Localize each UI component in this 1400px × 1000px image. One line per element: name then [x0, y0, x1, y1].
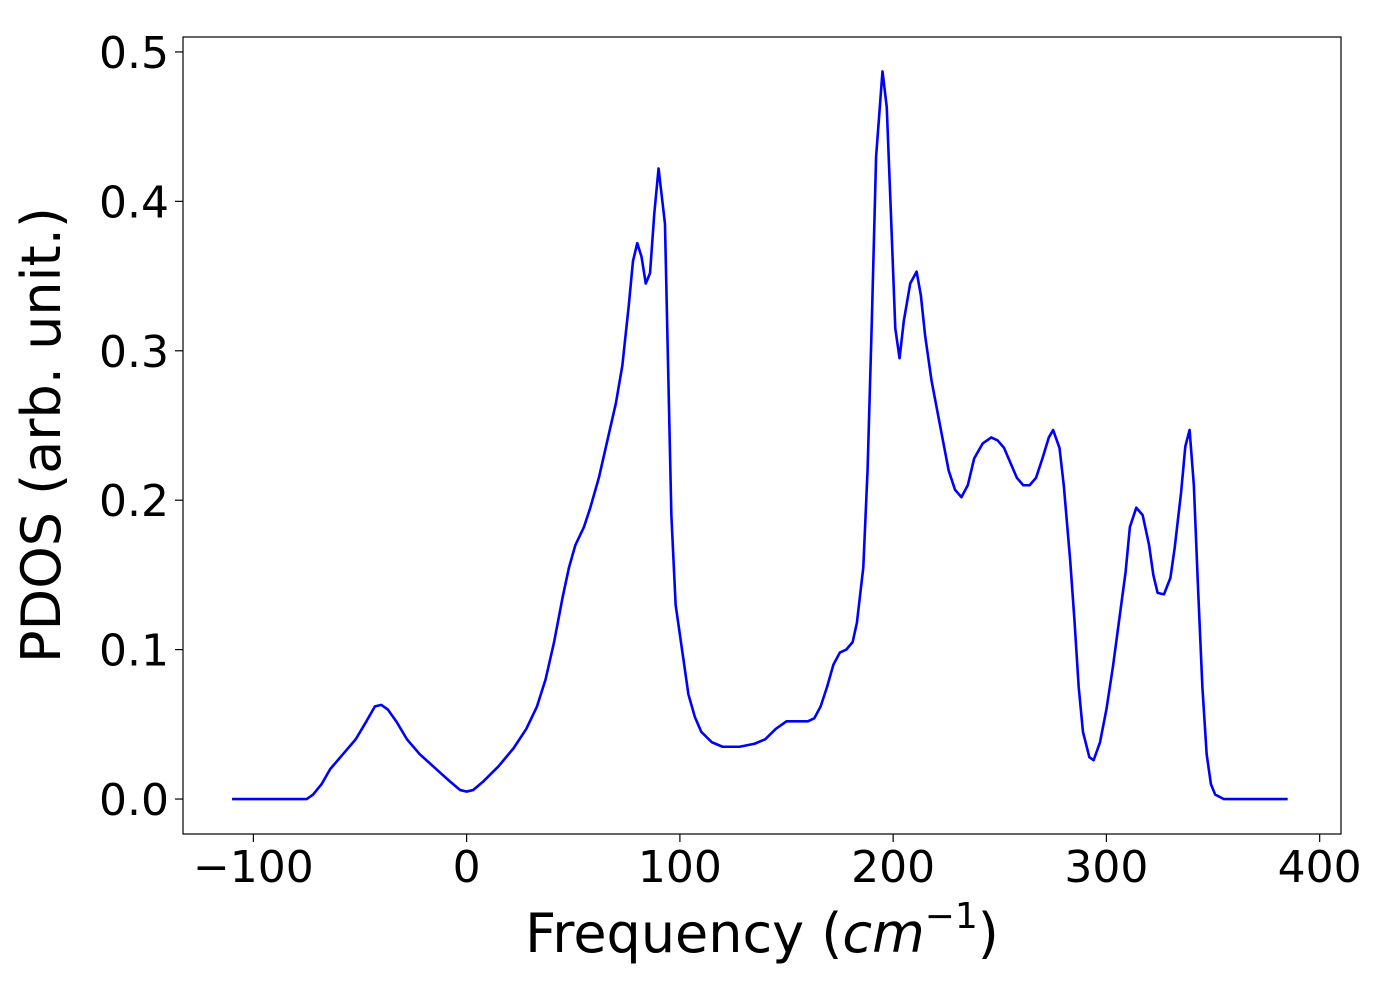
x-axis-label: Frequency (cm−1)	[525, 896, 999, 965]
y-tick-label: 0.5	[99, 28, 169, 79]
x-label-unit: cm	[842, 902, 924, 965]
x-tick-label: 0	[453, 842, 481, 893]
x-tick-label: 200	[851, 842, 935, 893]
plot-frame	[182, 36, 1342, 835]
x-tick-label: 100	[638, 842, 722, 893]
y-tick-label: 0.4	[99, 177, 169, 228]
y-tick-label: 0.1	[99, 626, 169, 677]
y-axis-label: PDOS (arb. unit.)	[10, 207, 73, 663]
x-tick-label: 400	[1278, 842, 1362, 893]
x-label-close: )	[978, 902, 999, 965]
y-tick-label: 0.3	[99, 327, 169, 378]
data-line	[232, 70, 1288, 801]
x-label-exponent: −1	[925, 896, 978, 937]
x-tick-label: 300	[1064, 842, 1148, 893]
y-tick-label: 0.0	[99, 775, 169, 826]
y-tick-label: 0.2	[99, 476, 169, 527]
x-label-text: Frequency (	[525, 902, 842, 965]
x-tick-label: −100	[193, 842, 314, 893]
